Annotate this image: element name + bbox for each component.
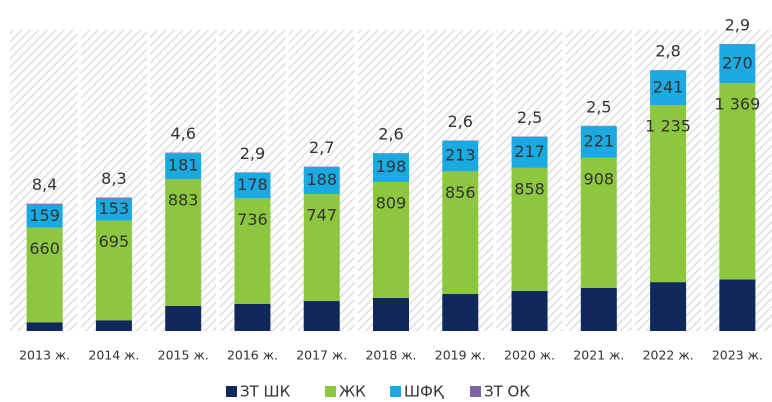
bar-segment [26, 322, 63, 331]
bar-segment [580, 126, 617, 158]
bar-segment [650, 282, 687, 331]
x-tick-label: 2014 ж. [88, 348, 139, 363]
data-label: 2,5 [586, 97, 611, 116]
data-label: 2,7 [309, 138, 334, 157]
data-label: 241 [653, 77, 684, 96]
x-tick-label: 2019 ж. [435, 348, 486, 363]
data-label: 153 [99, 199, 130, 218]
data-label: 4,6 [170, 124, 195, 143]
bar-segment [165, 179, 202, 306]
bar-segment [234, 303, 271, 331]
bar-segment [303, 167, 340, 194]
data-label: 856 [445, 183, 476, 202]
data-label: 213 [445, 146, 476, 165]
data-label: 736 [237, 210, 268, 229]
bar-segment [719, 279, 756, 331]
bar-segment [650, 105, 687, 283]
x-tick-label: 2023 ж. [712, 348, 763, 363]
legend-label: ЖК [339, 383, 366, 401]
bar-segment [165, 152, 202, 154]
data-label: 2,6 [378, 125, 403, 144]
data-label: 221 [584, 132, 615, 151]
bar-segment [511, 167, 548, 291]
legend-swatch [226, 386, 237, 397]
data-label: 858 [514, 179, 545, 198]
x-tick-label: 2022 ж. [643, 348, 694, 363]
x-tick-label: 2016 ж. [227, 348, 278, 363]
bar-segment [26, 204, 63, 228]
data-label: 695 [99, 232, 130, 251]
data-label: 178 [237, 175, 268, 194]
bar-segment [95, 198, 132, 221]
data-label: 2,9 [725, 16, 750, 35]
data-label: 181 [168, 156, 199, 175]
bar-segment [95, 320, 132, 331]
data-label: 747 [306, 205, 337, 224]
bar-segment [373, 297, 409, 331]
data-label: 8,3 [101, 169, 126, 188]
legend-label: ШФҚ [404, 383, 444, 401]
bar-segment [442, 171, 479, 295]
data-label: 188 [306, 170, 337, 189]
bar-segment [719, 44, 756, 84]
legend-swatch [470, 386, 481, 397]
bar-segment [95, 220, 132, 321]
data-label: 908 [584, 169, 615, 188]
legend-swatch [325, 386, 336, 397]
bar-segment [95, 197, 132, 199]
data-label: 809 [376, 193, 407, 212]
bar-segment [303, 301, 340, 331]
data-label: 1 369 [714, 95, 760, 114]
bar-segment [650, 70, 687, 106]
bar-segment [165, 305, 202, 331]
x-tick-label: 2015 ж. [158, 348, 209, 363]
x-tick-label: 2021 ж. [573, 348, 624, 363]
bar-segment [26, 203, 63, 205]
data-label: 198 [376, 157, 407, 176]
data-label: 2,9 [240, 144, 265, 163]
bar-segment [511, 136, 548, 168]
data-label: 883 [168, 191, 199, 210]
x-tick-label: 2020 ж. [504, 348, 555, 363]
bar-segment [303, 193, 340, 302]
x-tick-label: 2017 ж. [296, 348, 347, 363]
bar-segment [234, 172, 271, 199]
data-label: 270 [722, 53, 753, 72]
bar-segment [234, 198, 271, 304]
legend-label: ЗТ ОК [484, 383, 530, 401]
bar-segment [373, 181, 409, 298]
data-label: 8,4 [32, 175, 57, 194]
legend-label: ЗТ ШК [240, 383, 291, 401]
bar-segment [442, 140, 479, 172]
bar-segment [442, 294, 479, 331]
data-label: 2,6 [448, 112, 473, 131]
legend-swatch [390, 386, 401, 397]
data-label: 1 235 [645, 117, 691, 136]
data-label: 660 [29, 239, 60, 258]
x-tick-label: 2018 ж. [365, 348, 416, 363]
bar-segment [511, 290, 548, 331]
data-label: 2,8 [655, 42, 680, 61]
x-tick-label: 2013 ж. [19, 348, 70, 363]
data-label: 159 [29, 206, 60, 225]
bar-segment [580, 157, 617, 288]
bar-segment [580, 288, 617, 331]
data-label: 217 [514, 142, 545, 161]
data-label: 2,5 [517, 108, 542, 127]
separators [77, 30, 705, 331]
bar-segment [26, 227, 63, 323]
bar-segment [719, 83, 756, 280]
bar-segment [373, 153, 409, 182]
bar-segment [165, 153, 202, 180]
